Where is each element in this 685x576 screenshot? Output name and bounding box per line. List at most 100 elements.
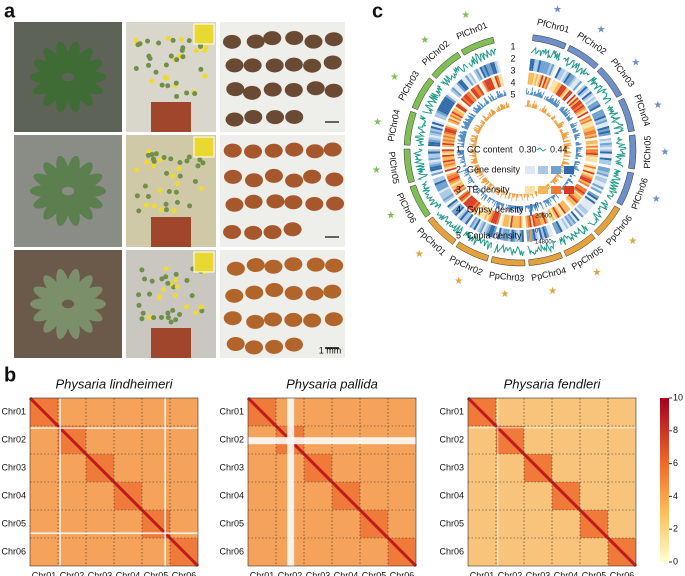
gene-density: [581, 91, 593, 101]
copia-bar: [474, 137, 478, 140]
flower: [163, 207, 169, 213]
te-density: [442, 144, 455, 148]
copia-bar: [475, 132, 480, 135]
gypsy-bar: [531, 91, 534, 96]
gypsy-bar: [480, 190, 482, 193]
chromosome-band: [455, 241, 490, 262]
gene-density: [584, 195, 596, 205]
gene-density: [596, 169, 610, 175]
gene-density: [440, 189, 452, 198]
gypsy-bar: [468, 175, 471, 177]
copia-bar: [479, 171, 483, 175]
pot: [151, 328, 191, 358]
leaf: [73, 59, 103, 78]
te-density: [559, 202, 568, 213]
heatmap-block: [552, 510, 580, 538]
leaf: [70, 275, 93, 302]
seed: [223, 34, 241, 49]
te-density: [554, 83, 563, 95]
seed: [285, 142, 304, 157]
flower: [143, 202, 149, 208]
gap: [287, 398, 295, 566]
heatmap-block: [58, 454, 86, 482]
flower: [171, 208, 177, 214]
copia-bar: [532, 103, 535, 109]
te-density: [464, 196, 475, 207]
gene-density: [431, 170, 444, 177]
copia-bar: [552, 120, 554, 122]
gene-density: [450, 88, 461, 99]
copia-bar: [487, 116, 490, 119]
gypsy-bar: [487, 197, 492, 204]
te-density: [442, 155, 455, 159]
gypsy-bar: [553, 102, 557, 106]
te-density: [443, 131, 456, 136]
gypsy-bar: [500, 203, 504, 211]
gypsy-bar: [496, 200, 498, 203]
copia-bar: [497, 105, 501, 111]
heatmap-block: [304, 482, 332, 510]
leaf: [33, 59, 63, 78]
te-density: [557, 203, 567, 215]
gene-density: [583, 94, 595, 104]
gene-density: [583, 197, 595, 207]
column-label: Chr05: [144, 570, 169, 576]
te-density: [552, 82, 561, 94]
te-density: [453, 107, 465, 116]
gene-density: [491, 226, 498, 239]
star: ★: [372, 165, 381, 176]
gypsy-bar: [570, 124, 575, 127]
gene-density: [430, 125, 443, 131]
seed: [265, 283, 284, 298]
gypsy-bar: [500, 93, 503, 98]
te-density: [494, 75, 500, 88]
te-density: [444, 129, 457, 135]
copia-bar: [563, 139, 570, 142]
te-density: [555, 84, 564, 96]
gene-density: [431, 123, 444, 129]
leaf: [70, 193, 93, 220]
gene-density: [433, 177, 446, 184]
gypsy-bar: [559, 106, 564, 111]
gene-density: [445, 94, 457, 104]
gypsy-bar: [538, 92, 541, 98]
gypsy-bar: [478, 188, 480, 190]
gypsy-bar: [550, 196, 553, 199]
flower: [150, 156, 156, 162]
te-density: [538, 213, 544, 226]
te-density: [583, 164, 597, 170]
seed: [325, 258, 344, 273]
te-density: [582, 171, 594, 177]
gene-density: [593, 179, 606, 186]
te-density: [547, 209, 555, 221]
copia-bar: [556, 173, 564, 179]
te-density: [485, 209, 493, 221]
seed: [303, 58, 322, 73]
gene-density: [469, 216, 478, 228]
gene-density: [453, 85, 464, 96]
gypsy-bar: [483, 194, 488, 199]
gene-density: [579, 201, 591, 212]
star: ★: [592, 268, 601, 279]
panel-label: a: [4, 0, 16, 22]
gypsy-bar: [472, 181, 475, 184]
gypsy-bar: [502, 203, 505, 207]
copia-bar: [562, 135, 568, 139]
gypsy-bar: [469, 115, 474, 119]
gypsy-bar: [535, 93, 538, 97]
copia-bar: [474, 164, 479, 168]
chromosome-band: [563, 233, 596, 257]
gene-density: [428, 136, 441, 141]
gypsy-bar: [470, 179, 473, 181]
flower: [149, 152, 155, 158]
gypsy-bar: [496, 201, 500, 209]
legend-number: 3: [456, 184, 461, 194]
te-density: [463, 195, 473, 205]
te-density: [442, 159, 455, 163]
copia-bar: [555, 175, 559, 178]
seed: [283, 222, 302, 237]
flower: [180, 45, 186, 51]
copia-bar: [476, 124, 483, 129]
gypsy-bar: [537, 203, 540, 208]
leaf: [43, 79, 66, 106]
